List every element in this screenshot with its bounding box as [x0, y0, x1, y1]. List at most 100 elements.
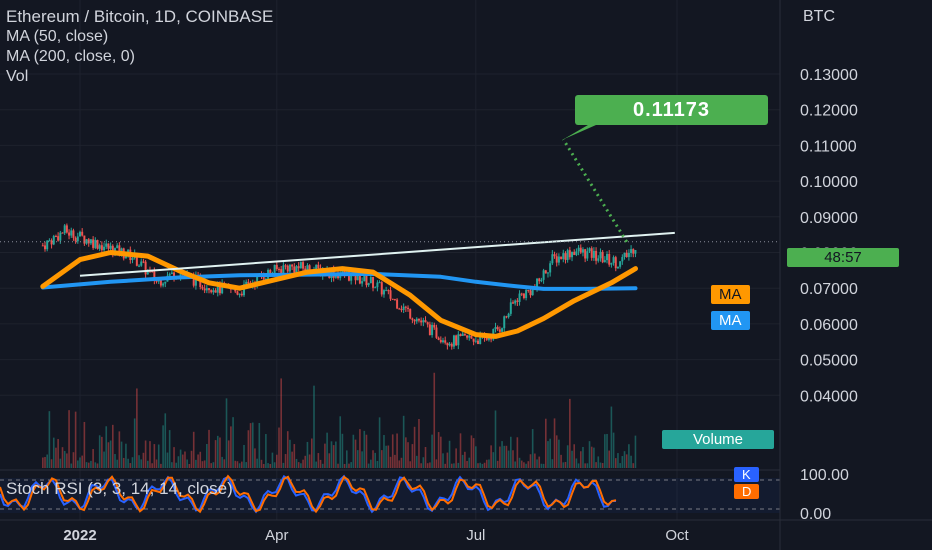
candle-body	[297, 266, 300, 269]
volume-bar	[273, 462, 276, 468]
candle-body	[299, 262, 302, 269]
volume-bar	[542, 463, 545, 468]
volume-bar	[245, 462, 247, 468]
volume-bar	[534, 453, 536, 468]
volume-bar	[332, 445, 335, 468]
volume-bar	[464, 451, 466, 468]
volume-bar	[286, 431, 289, 468]
candle-body	[601, 251, 604, 263]
candle-body	[393, 299, 396, 301]
volume-bar	[396, 433, 398, 468]
volume-bar	[199, 451, 202, 468]
candle-body	[103, 246, 106, 251]
volume-bar	[407, 442, 409, 468]
stoch-band	[0, 478, 780, 513]
candle-body	[135, 253, 138, 266]
candle-body	[431, 324, 434, 336]
volume-bar	[232, 417, 234, 468]
symbol-title[interactable]: Ethereum / Bitcoin, 1D, COINBASE	[6, 7, 274, 26]
volume-bar	[59, 458, 62, 468]
volume-bar	[153, 444, 156, 468]
volume-bar	[127, 458, 129, 468]
volume-bar	[269, 463, 272, 468]
candle-body	[170, 272, 173, 275]
candle-body	[293, 266, 296, 273]
candle-body	[144, 261, 147, 275]
volume-bar	[372, 450, 374, 468]
volume-bar	[470, 435, 473, 468]
volume-bar	[114, 454, 116, 468]
volume-bar	[190, 450, 193, 468]
volume-bar	[107, 442, 110, 468]
volume-bar	[146, 460, 149, 468]
volume-bar	[446, 452, 449, 468]
candle-body	[496, 327, 499, 330]
volume-bar	[440, 436, 442, 468]
candle-body	[243, 284, 246, 296]
volume-bar	[57, 439, 59, 468]
volume-bar	[437, 432, 440, 468]
candle-body	[442, 340, 445, 343]
volume-bar	[335, 441, 337, 468]
candle-body	[514, 300, 517, 304]
candle-body	[54, 236, 57, 238]
candle-body	[382, 290, 385, 295]
candle-body	[503, 316, 506, 329]
volume-bar	[258, 423, 261, 468]
candle-body	[619, 261, 622, 267]
candle-body	[138, 265, 141, 267]
candle-body	[575, 251, 578, 255]
candle-body	[264, 278, 267, 280]
candle-body	[531, 287, 534, 296]
candle-body	[571, 251, 574, 258]
volume-bar	[492, 452, 495, 468]
legend-vol[interactable]: Vol	[6, 68, 29, 85]
legend-ma200[interactable]: MA (200, close, 0)	[6, 48, 135, 65]
candle-body	[89, 239, 92, 244]
candle-body	[214, 290, 217, 293]
volume-bar	[496, 460, 499, 468]
candle-body	[280, 269, 283, 274]
stoch-rsi-label[interactable]: Stoch RSI (3, 3, 14, 14, close)	[6, 479, 233, 498]
volume-bar	[621, 456, 624, 468]
volume-bar	[409, 461, 412, 468]
volume-bar	[450, 463, 453, 468]
candle-body	[407, 307, 410, 309]
volume-bar	[514, 461, 516, 468]
candle-body	[306, 265, 309, 272]
volume-bar	[66, 453, 68, 468]
volume-bar	[540, 463, 543, 468]
candle-body	[153, 271, 156, 281]
candle-body	[581, 249, 584, 253]
candle-body	[557, 256, 560, 263]
candle-body	[424, 320, 427, 323]
volume-bar	[459, 433, 462, 468]
volume-bar	[350, 462, 352, 468]
candle-body	[46, 240, 49, 250]
candle-body	[400, 309, 403, 311]
candle-body	[151, 271, 154, 273]
volume-bar	[254, 448, 256, 468]
volume-bar	[516, 437, 519, 468]
candle-body	[588, 248, 591, 252]
volume-bar	[44, 456, 46, 468]
volume-bar	[619, 463, 621, 468]
candle-body	[529, 290, 532, 296]
volume-bar	[433, 372, 436, 468]
candle-body	[284, 265, 287, 267]
volume-bar	[61, 447, 64, 468]
volume-bar	[359, 429, 361, 468]
volume-bar	[282, 462, 285, 468]
candle-body	[616, 266, 619, 269]
candle-body	[610, 262, 613, 265]
volume-bar	[184, 451, 186, 468]
legend-ma50[interactable]: MA (50, close)	[6, 28, 109, 45]
volume-bar	[374, 452, 377, 468]
candle-body	[501, 328, 504, 332]
candle-body	[417, 318, 420, 321]
candle-body	[385, 290, 388, 292]
candle-body	[361, 281, 364, 284]
candle-body	[278, 269, 280, 271]
target-callout[interactable]: 0.11173	[575, 95, 768, 125]
